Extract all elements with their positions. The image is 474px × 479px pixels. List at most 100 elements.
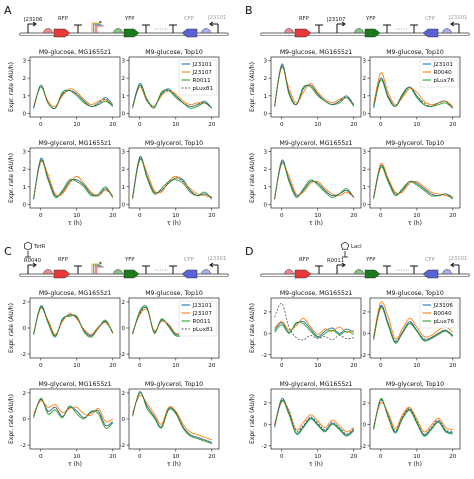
series-group xyxy=(373,301,454,344)
legend: J23106 R0040 pLux76 xyxy=(419,300,459,329)
y-tick-label: 1 xyxy=(22,185,26,191)
plot-frame xyxy=(369,56,461,118)
y-tick-label: 0 xyxy=(263,111,267,117)
x-tick-label: 10 xyxy=(413,363,421,369)
y-axis-label: Expr. rate (AU/h) xyxy=(249,153,256,203)
subplot-c-4: M9-glycerol, Top10 0 10 20 -2 0 2 τ (h) xyxy=(119,381,220,468)
series-line-dashed xyxy=(33,159,114,200)
circuit-diagram-a: A J23106 RFP YFP CFP J23101 xyxy=(4,4,229,38)
rfp-cds xyxy=(53,28,71,38)
panel-letter-a: A xyxy=(4,4,12,17)
cfp-label: CFP xyxy=(184,257,195,263)
y-tick-label: -2 xyxy=(261,444,267,450)
y-tick-label: 2 xyxy=(121,76,125,82)
y-tick-label: 2 xyxy=(22,167,26,173)
x-tick-label: 10 xyxy=(73,122,81,128)
subplot-title: M9-glycerol, Top10 xyxy=(386,140,444,147)
subplot-title: M9-glucose, MG1655z1 xyxy=(280,290,352,297)
promoter-3-label: J23101 xyxy=(448,256,467,262)
yfp-rbs xyxy=(113,28,123,34)
terminator-3 xyxy=(410,24,418,33)
y-tick-label: 1 xyxy=(121,94,125,100)
x-tick-label: 10 xyxy=(413,454,421,460)
subplot-title: M9-glycerol, MG1655z1 xyxy=(39,140,112,147)
legend-label: J23107 xyxy=(192,311,213,317)
terminator-2 xyxy=(383,24,391,33)
x-tick-label: 10 xyxy=(172,363,180,369)
series-line-dashed xyxy=(274,398,355,435)
panels-layer: A J23106 RFP YFP CFP J23101 B RFP J23107 YFP CFP J2… xyxy=(4,4,470,279)
cfp-label: CFP xyxy=(425,257,436,263)
series-group xyxy=(274,63,355,107)
series-line-dashed xyxy=(274,65,355,107)
y-axis-label: Expr. rate (AU/h) xyxy=(249,394,256,444)
y-axis-label: Expr. rate (AU/h) xyxy=(8,394,15,444)
y-axis-label: Expr. rate (AU/h) xyxy=(249,303,256,353)
subplot-title: M9-glucose, Top10 xyxy=(145,290,203,297)
y-tick-label: 2 xyxy=(22,76,26,82)
series-line-orange xyxy=(33,400,114,423)
rfp-cds xyxy=(294,269,312,279)
subplot-title: M9-glycerol, MG1655z1 xyxy=(39,381,112,388)
subplot-b-2: M9-glucose, Top10 0 10 20 0 1 2 3 J23101 R0040 pLu… xyxy=(362,49,461,128)
y-tick-label: -2 xyxy=(261,353,267,359)
plot-frame xyxy=(369,388,461,450)
x-tick-label: 20 xyxy=(109,213,117,219)
y-tick-label: 2 xyxy=(263,76,267,82)
series-group xyxy=(132,83,213,109)
x-tick-label: 0 xyxy=(280,454,284,460)
subplot-title: M9-glucose, Top10 xyxy=(386,290,444,297)
cfp-label: CFP xyxy=(425,16,436,22)
panel-letter-d: D xyxy=(245,245,253,258)
promoter-3-arrow xyxy=(209,21,219,33)
rfp-rbs xyxy=(43,269,53,275)
x-tick-label: 10 xyxy=(73,454,81,460)
x-tick-label: 20 xyxy=(350,363,358,369)
y-tick-label: 3 xyxy=(121,150,125,156)
legend-box xyxy=(178,300,218,337)
x-axis-label: τ (h) xyxy=(68,461,82,468)
x-tick-label: 20 xyxy=(449,363,457,369)
y-axis-label: Expr. rate (AU/h) xyxy=(8,303,15,353)
y-tick-label: 2 xyxy=(22,391,26,397)
subplot-d-2: M9-glucose, Top10 0 10 20 -2 0 2 J23106 R0040 pLu… xyxy=(360,290,461,369)
rfp-rbs xyxy=(284,28,294,34)
yfp-cds xyxy=(123,28,140,38)
subplot-a-1: M9-glucose, MG1655z1 0 10 20 0 1 2 3 Expr. rate … xyxy=(8,49,121,128)
x-tick-label: 20 xyxy=(449,454,457,460)
x-axis-label: τ (h) xyxy=(167,220,181,227)
y-tick-label: 0 xyxy=(22,111,26,117)
y-tick-label: 2 xyxy=(121,391,125,397)
y-axis-label: Expr. rate (AU/h) xyxy=(8,62,15,112)
panel-letter-b: B xyxy=(245,4,253,17)
series-line-orange xyxy=(33,86,114,108)
y-tick-label: -2 xyxy=(20,443,26,449)
x-tick-label: 10 xyxy=(172,213,180,219)
plot-frame xyxy=(270,147,362,209)
y-tick-label: 0 xyxy=(362,202,366,208)
rfp-rbs xyxy=(284,269,294,275)
series-line-blue xyxy=(274,320,355,338)
terminator-2 xyxy=(142,265,150,274)
series-line-orange xyxy=(274,67,355,105)
y-tick-label: 3 xyxy=(22,59,26,65)
y-axis-label: Expr. rate (AU/h) xyxy=(249,62,256,112)
x-tick-label: 10 xyxy=(172,122,180,128)
lux-promoter-icon xyxy=(91,261,104,274)
y-tick-label: 3 xyxy=(362,59,366,65)
x-axis-label: τ (h) xyxy=(408,461,422,468)
y-tick-label: 0 xyxy=(121,111,125,117)
subplot-title: M9-glucose, MG1655z1 xyxy=(39,49,111,56)
plot-frame xyxy=(128,56,220,118)
promoter-1-arrow xyxy=(27,21,37,33)
series-line-dashed xyxy=(33,306,114,337)
promoter-2-label: J23107 xyxy=(326,17,345,23)
x-tick-label: 20 xyxy=(208,363,216,369)
series-line-orange xyxy=(132,159,212,198)
y-tick-label: 2 xyxy=(263,310,267,316)
y-tick-label: 2 xyxy=(263,167,267,173)
circuit-diagram-c: C R0040 RFP YFP CFP J23101 TetR xyxy=(4,241,229,279)
series-line-plux76 xyxy=(373,79,454,109)
rfp-label: RFP xyxy=(299,16,310,22)
